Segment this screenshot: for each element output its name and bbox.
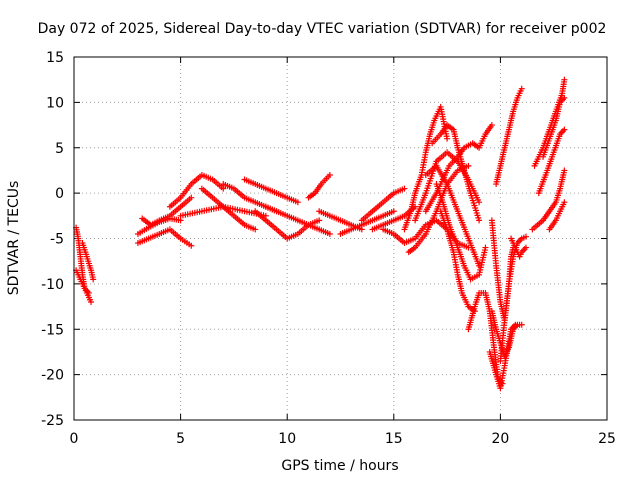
data-point [522, 244, 529, 251]
x-tick-label: 10 [278, 431, 296, 447]
y-tick-label: -20 [41, 368, 64, 384]
data-point [488, 122, 495, 129]
plot-frame [73, 56, 608, 421]
y-tick-label: 0 [55, 186, 64, 202]
x-tick-label: 15 [385, 431, 403, 447]
data-point [85, 289, 92, 296]
data-point [482, 244, 489, 251]
data-point [316, 217, 323, 224]
y-tick-label: 15 [46, 50, 64, 66]
data-point [326, 230, 333, 237]
data-point [518, 321, 525, 328]
y-tick-label: -5 [50, 232, 64, 248]
data-point [561, 126, 568, 133]
y-tick-label: 10 [46, 95, 64, 111]
data-point [444, 135, 451, 142]
data-point [390, 208, 397, 215]
data-point [294, 199, 301, 206]
x-tick-label: 5 [176, 431, 185, 447]
data-point [522, 233, 529, 240]
x-axis-label: GPS time / hours [281, 458, 398, 474]
data-point [561, 167, 568, 174]
data-point [90, 276, 97, 283]
data-point [188, 194, 195, 201]
data-point [88, 299, 95, 306]
data-point [561, 199, 568, 206]
data-point [401, 185, 408, 192]
x-tick-label: 0 [70, 431, 79, 447]
axis-ticks [73, 56, 608, 421]
tick-labels: 0 5 10 15 20 25 -25 -20 -15 -10 -5 0 5 10 15 [41, 50, 616, 447]
y-tick-label: -25 [41, 413, 64, 429]
grid-lines [74, 57, 607, 420]
y-tick-label: 5 [55, 141, 64, 157]
chart-title: Day 072 of 2025, Sidereal Day-to-day VTE… [38, 21, 607, 37]
data-point [326, 171, 333, 178]
data-point [518, 85, 525, 92]
x-tick-label: 20 [491, 431, 509, 447]
data-point [476, 217, 483, 224]
data-point [252, 226, 259, 233]
data-points [73, 76, 568, 392]
data-point [465, 162, 472, 169]
data-point [561, 94, 568, 101]
x-tick-label: 25 [598, 431, 616, 447]
y-tick-label: -10 [41, 277, 64, 293]
data-point [188, 242, 195, 249]
data-point [476, 199, 483, 206]
data-point [561, 76, 568, 83]
y-tick-label: -15 [41, 322, 64, 338]
y-axis-label: SDTVAR / TECUs [6, 181, 22, 296]
